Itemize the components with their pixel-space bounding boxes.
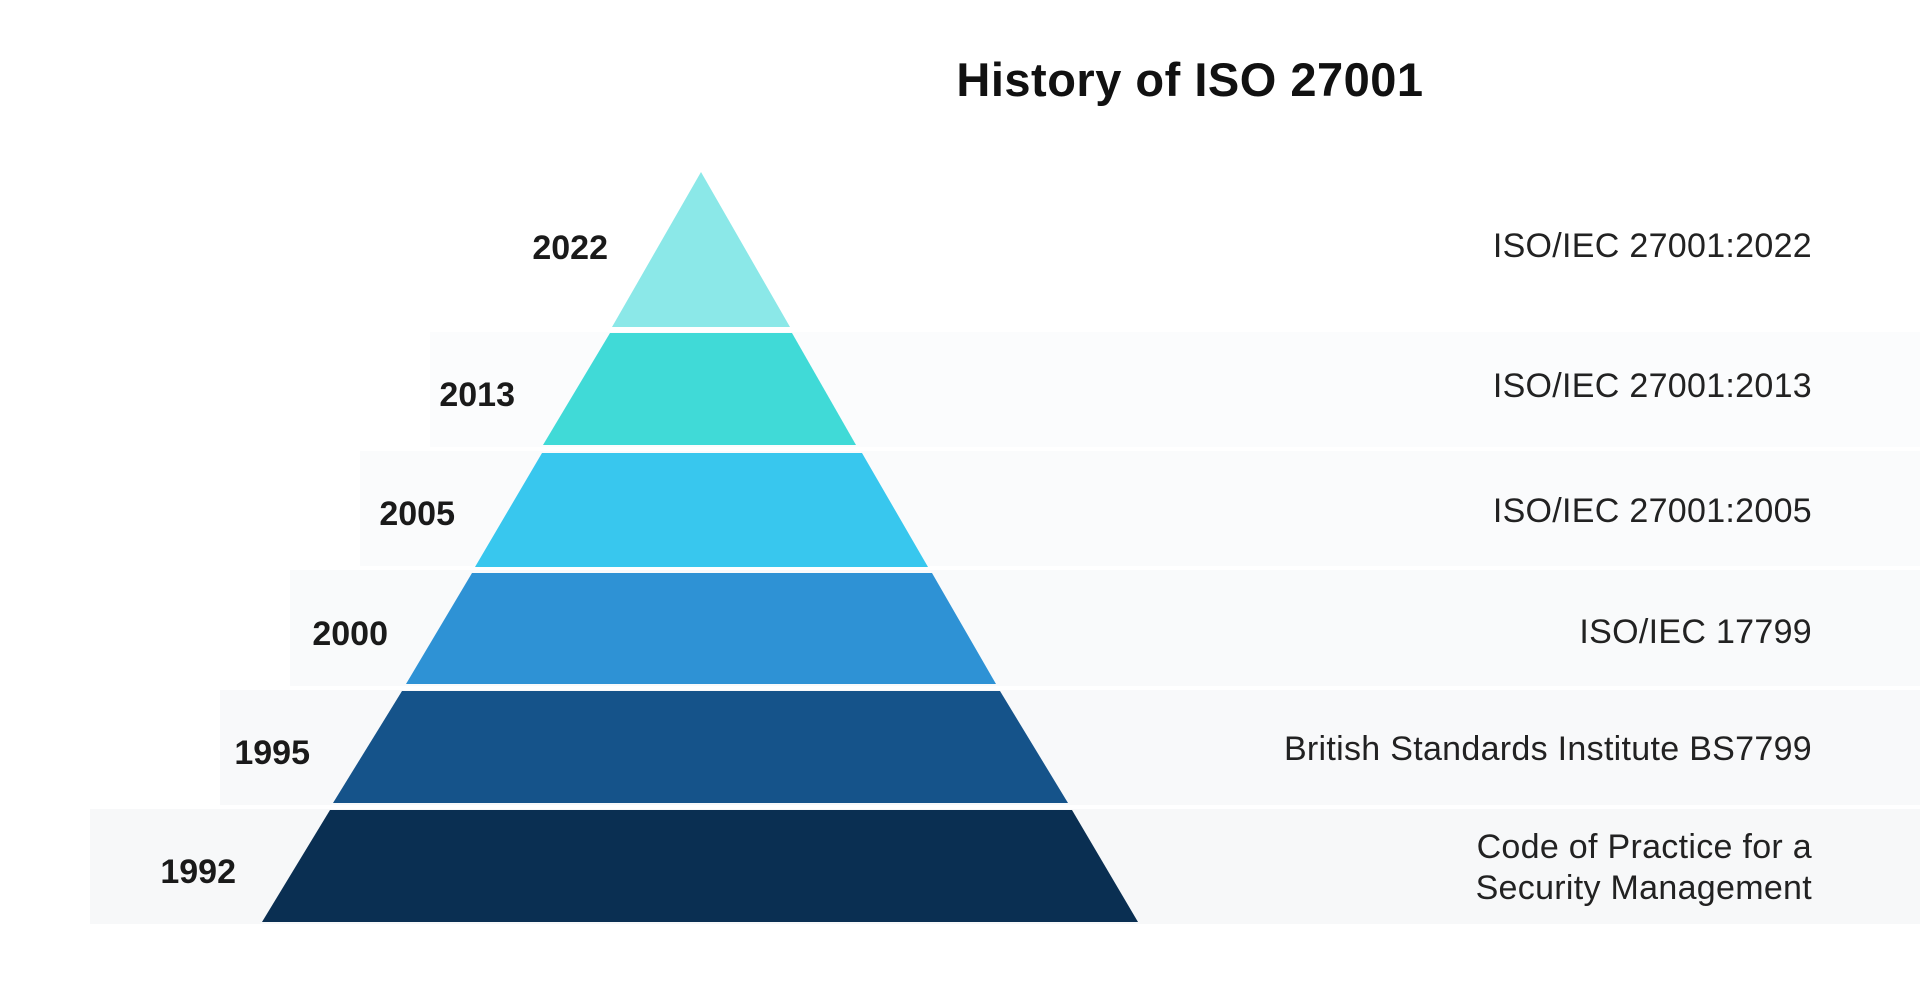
pyramid-layer-2005 [475,453,928,567]
standard-label-1995: British Standards Institute BS7799 [1112,729,1812,770]
year-label-1995: 1995 [234,734,310,772]
year-label-2013: 2013 [439,376,515,414]
pyramid-layer-2013 [543,333,856,445]
pyramid-layer-1992 [262,810,1138,922]
standard-label-line: Code of Practice for a [1476,828,1812,866]
standard-label-line: Security Management [1475,869,1812,907]
pyramid-layer-1995 [333,691,1068,803]
standard-label-line: British Standards Institute BS7799 [1283,730,1812,768]
standard-label-2000: ISO/IEC 17799 [1112,612,1812,653]
standard-label-line: ISO/IEC 27001:2013 [1492,367,1812,405]
year-label-2000: 2000 [312,615,388,653]
standard-label-line: ISO/IEC 17799 [1579,613,1812,651]
year-label-2022: 2022 [532,229,608,267]
year-label-2005: 2005 [379,495,455,533]
year-label-1992: 1992 [160,853,236,891]
pyramid-layer-2022 [612,172,790,327]
standard-label-2013: ISO/IEC 27001:2013 [1112,366,1812,407]
pyramid-layer-2000 [406,573,996,684]
standard-label-line: ISO/IEC 27001:2005 [1492,492,1812,530]
standard-label-1992: Code of Practice for a Security Manageme… [1112,827,1812,909]
standard-label-2022: ISO/IEC 27001:2022 [1112,226,1812,267]
standard-label-line: ISO/IEC 27001:2022 [1492,227,1812,265]
standard-label-2005: ISO/IEC 27001:2005 [1112,491,1812,532]
diagram-title: History of ISO 27001 [956,53,1424,106]
